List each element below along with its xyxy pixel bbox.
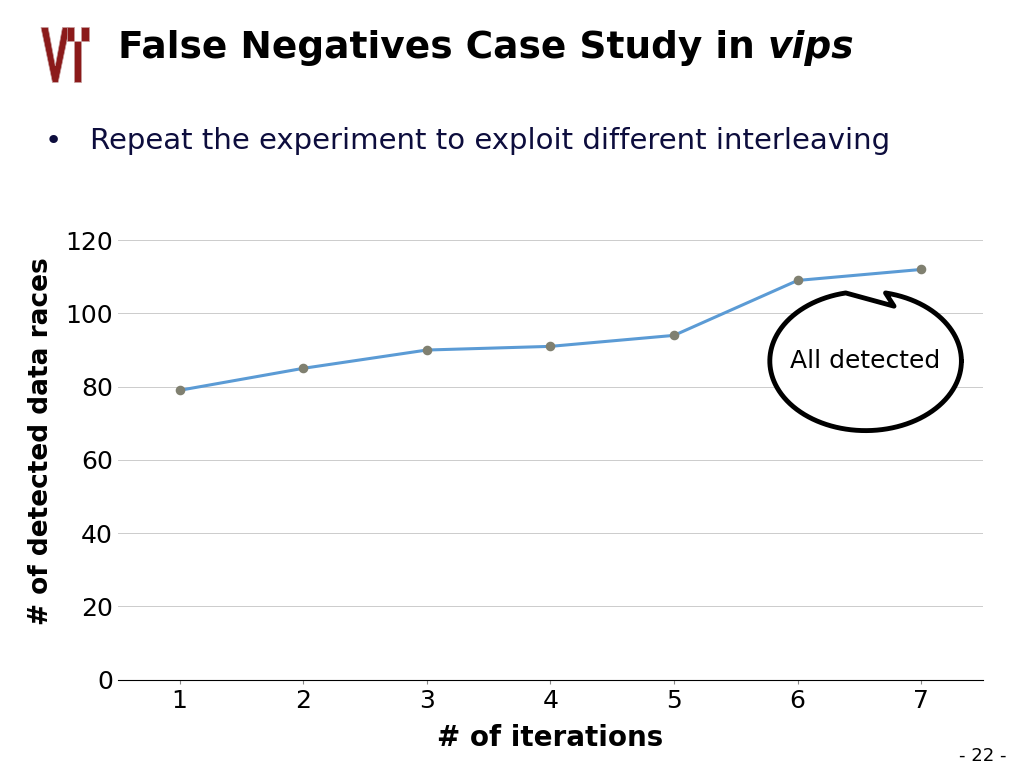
- Polygon shape: [41, 28, 70, 82]
- Y-axis label: # of detected data races: # of detected data races: [28, 258, 54, 625]
- Point: [913, 263, 930, 276]
- Text: All detected: All detected: [791, 349, 941, 373]
- Text: •   Repeat the experiment to exploit different interleaving: • Repeat the experiment to exploit diffe…: [45, 127, 890, 154]
- Point: [790, 274, 806, 286]
- Text: vips: vips: [768, 30, 855, 66]
- Polygon shape: [67, 28, 89, 82]
- Point: [666, 329, 682, 342]
- Text: - 22 -: - 22 -: [959, 747, 1007, 766]
- Point: [171, 384, 187, 396]
- Point: [543, 340, 559, 353]
- Text: False Negatives Case Study in: False Negatives Case Study in: [118, 30, 768, 66]
- Point: [419, 344, 435, 356]
- X-axis label: # of iterations: # of iterations: [437, 723, 664, 752]
- Ellipse shape: [770, 291, 962, 431]
- Point: [295, 362, 311, 375]
